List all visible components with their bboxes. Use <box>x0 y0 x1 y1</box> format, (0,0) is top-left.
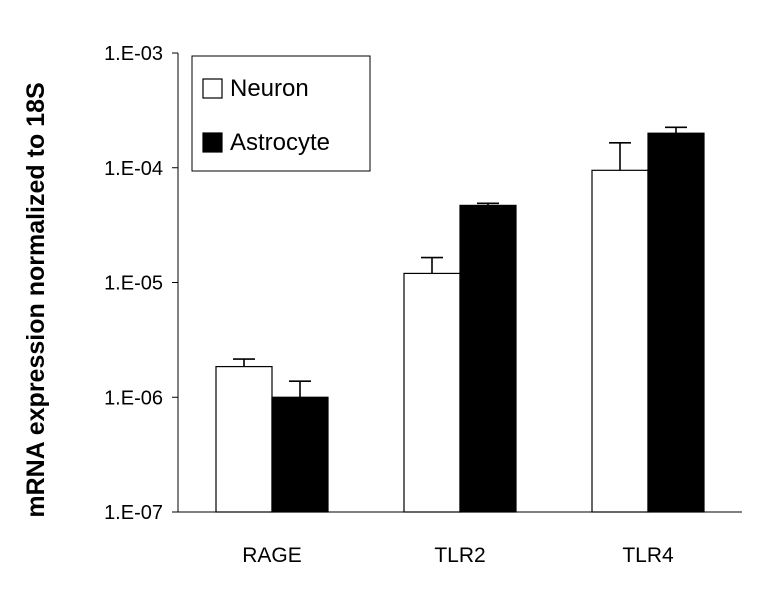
y-tick-label: 1.E-07 <box>104 502 163 524</box>
bar-neuron-tlr4 <box>591 169 649 513</box>
y-axis-label: mRNA expression normalized to 18S <box>22 82 50 517</box>
y-tick-label: 1.E-03 <box>104 43 163 65</box>
bar-astrocyte-rage <box>271 396 329 513</box>
y-ticks: 1.E-07 1.E-06 1.E-05 1.E-04 1.E-03 <box>104 43 178 524</box>
y-tick-label: 1.E-04 <box>104 158 163 180</box>
legend-swatch-neuron <box>202 78 223 99</box>
bar-neuron-tlr2 <box>403 272 461 513</box>
legend-swatch-astrocyte <box>202 132 223 153</box>
bar-astrocyte-tlr4 <box>647 132 705 513</box>
legend-label-neuron: Neuron <box>230 75 309 102</box>
x-tick-labels: RAGE TLR2 TLR4 <box>242 544 674 567</box>
error-bar-layer <box>233 126 687 398</box>
y-tick-label: 1.E-06 <box>104 387 163 409</box>
x-tick-label: TLR4 <box>622 544 674 567</box>
x-tick-label: TLR2 <box>434 544 485 567</box>
legend-label-astrocyte: Astrocyte <box>230 129 330 156</box>
bar-neuron-rage <box>215 365 273 513</box>
y-tick-label: 1.E-05 <box>104 273 163 295</box>
x-tick-label: RAGE <box>242 544 302 567</box>
bar-astrocyte-tlr2 <box>459 204 517 513</box>
legend: Neuron Astrocyte <box>191 55 371 172</box>
bar-layer <box>215 132 705 513</box>
